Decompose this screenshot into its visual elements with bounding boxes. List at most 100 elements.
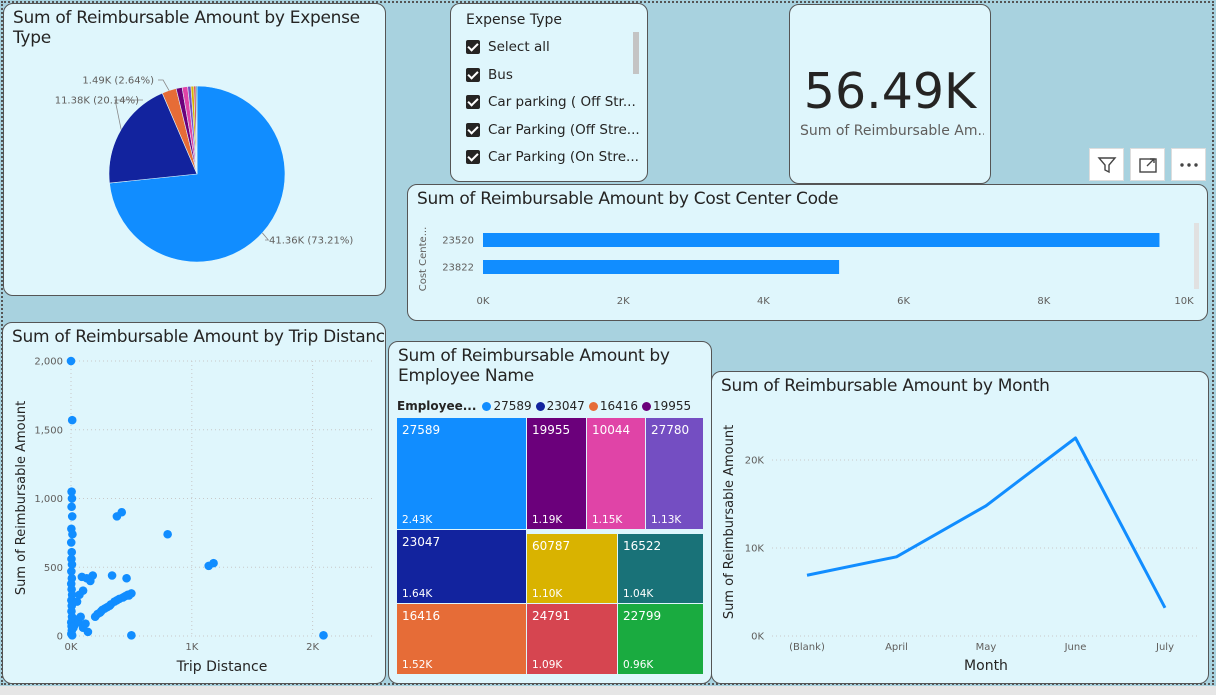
pie-chart[interactable]: 41.36K (73.21%) 11.38K (20.14%) 1.49K (2.6… [4, 4, 386, 296]
chart-scrollbar[interactable] [1194, 223, 1199, 289]
treemap-tile[interactable]: 16522 1.04K [618, 534, 703, 603]
scatter-point[interactable] [209, 558, 218, 568]
slicer-item-label: Car Parking (Off Stre... [488, 121, 640, 138]
scatter-point[interactable] [78, 586, 88, 595]
scatter-point[interactable] [81, 619, 90, 628]
treemap-tile[interactable]: 24791 1.09K [527, 604, 617, 674]
scatter-point[interactable] [66, 538, 76, 547]
expense-type-slicer[interactable]: Expense Type Select all Bus Car parking ( … [450, 3, 648, 182]
scatter-point[interactable] [76, 612, 85, 622]
slicer-scrollbar[interactable] [633, 32, 639, 74]
slicer-item[interactable]: Select all [466, 37, 550, 57]
cost-center-bar-chart[interactable]: Cost Cente... 23520 23822 0K 2K 4K 6K 8K 10K [408, 185, 1208, 321]
scatter-point[interactable] [83, 627, 93, 637]
scatter-point[interactable] [67, 512, 77, 521]
scatter-point[interactable] [67, 487, 76, 496]
scatter-point[interactable] [112, 595, 122, 605]
scatter-point[interactable] [68, 529, 77, 539]
tile-value: 1.04K [623, 588, 654, 600]
legend-item[interactable]: 16416 [588, 399, 638, 413]
legend-item[interactable]: 23047 [535, 399, 585, 413]
scatter-point[interactable] [66, 356, 76, 366]
scatter-point[interactable] [107, 571, 117, 580]
focus-mode-icon[interactable] [1130, 148, 1165, 181]
scatter-point[interactable] [67, 631, 77, 640]
treemap-tile[interactable]: 27780 1.13K [646, 418, 703, 529]
checkbox-checked-icon[interactable] [466, 95, 480, 109]
checkbox-checked-icon[interactable] [466, 67, 480, 82]
month-chart-card[interactable]: Sum of Reimbursable Amount by Month 0K 10… [711, 371, 1209, 684]
tile-value: 0.96K [623, 659, 654, 671]
scatter-point[interactable] [117, 507, 127, 517]
pie-leader-line [262, 232, 270, 241]
checkbox-checked-icon[interactable] [466, 122, 480, 137]
slicer-item[interactable]: Car Parking (Off Stre... [466, 120, 640, 140]
scatter-point[interactable] [67, 502, 76, 512]
employee-treemap-card[interactable]: Sum of Reimbursable Amount by Employee N… [388, 341, 712, 684]
more-options-icon[interactable] [1171, 148, 1206, 181]
x-axis-title: Trip Distance [176, 659, 268, 675]
legend-dot-icon [588, 401, 598, 411]
series-line[interactable] [806, 436, 1167, 609]
checkbox-checked-icon[interactable] [466, 150, 480, 164]
scatter-point[interactable] [67, 567, 76, 576]
scatter-point[interactable] [105, 601, 114, 611]
filter-icon[interactable] [1089, 148, 1124, 181]
trip-distance-chart-card[interactable]: Sum of Reimbursable Amount by Trip Dista… [2, 322, 386, 684]
scatter-point[interactable] [67, 415, 77, 425]
slicer-item[interactable]: Car parking ( Off Str... [466, 92, 636, 112]
treemap-tile[interactable]: 27589 2.43K [397, 418, 526, 529]
scatter-point[interactable] [98, 605, 107, 615]
bar[interactable] [483, 233, 1160, 247]
y-axis-title: Sum of Reimbursable Amount [14, 401, 29, 595]
scatter-point[interactable] [67, 560, 77, 569]
scatter-point[interactable] [127, 631, 136, 640]
tile-value: 1.15K [592, 514, 623, 526]
tile-name: 60787 [532, 539, 571, 553]
x-tick-label: 4K [757, 296, 770, 307]
legend-item-label: 16416 [599, 399, 638, 413]
scatter-point[interactable] [163, 529, 172, 539]
pie-slice[interactable] [108, 92, 198, 184]
treemap-tile[interactable]: 23047 1.64K [397, 530, 526, 603]
checkbox-checked-icon[interactable] [466, 40, 480, 54]
legend-title: Employee... [397, 399, 477, 413]
kpi-card[interactable]: 56.49K Sum of Reimbursable Am... [789, 4, 991, 184]
pie-chart-card[interactable]: Sum of Reimbursable Amount by Expense Ty… [3, 3, 386, 296]
scatter-point[interactable] [67, 494, 77, 503]
treemap-tile[interactable]: 22799 0.96K [618, 604, 703, 674]
legend-item[interactable]: 19955 [642, 399, 691, 413]
scatter-point[interactable] [319, 631, 328, 640]
x-tick-label: June [1064, 642, 1087, 653]
scatter-point[interactable] [67, 547, 77, 557]
treemap-tile[interactable]: 10044 1.15K [587, 418, 645, 529]
scatter-point[interactable] [124, 591, 134, 600]
tile-value: 1.52K [402, 659, 433, 671]
x-tick-label: July [1155, 642, 1174, 653]
tile-value: 1.09K [532, 659, 563, 671]
y-tick-label: 1,000 [34, 494, 63, 505]
trip-distance-scatter[interactable]: 0 500 1,000 1,500 2,000 0K 1K 2K Trip Distance Su… [3, 323, 386, 684]
treemap-tile[interactable]: 16416 1.52K [397, 604, 526, 674]
slicer-item[interactable]: Bus [466, 65, 513, 85]
pie-slice[interactable] [195, 85, 198, 175]
legend-item[interactable]: 27589 [482, 399, 532, 413]
bar[interactable] [483, 260, 840, 274]
legend-dot-icon [535, 401, 545, 411]
treemap-tile[interactable]: 19955 1.19K [527, 418, 586, 529]
scatter-point[interactable] [72, 597, 82, 606]
employee-treemap[interactable]: 27589 2.43K 19955 1.19K 10044 1.15K 27780 1.13K… [389, 342, 711, 683]
x-tick-label: 1K [185, 642, 198, 653]
cost-center-chart-title: Sum of Reimbursable Amount by Cost Cente… [417, 189, 839, 209]
legend-dot-icon [482, 401, 492, 411]
cost-center-chart-card[interactable]: Sum of Reimbursable Amount by Cost Cente… [407, 184, 1208, 321]
scatter-point[interactable] [88, 571, 98, 580]
x-tick-label: May [976, 642, 997, 653]
slicer-item[interactable]: Car Parking (On Stre... [466, 147, 639, 167]
pie-data-label: 41.36K (73.21%) [269, 236, 353, 247]
treemap-tile[interactable]: 60787 1.10K [527, 534, 617, 603]
x-tick-label: 10K [1174, 296, 1194, 307]
scatter-point[interactable] [122, 573, 131, 583]
